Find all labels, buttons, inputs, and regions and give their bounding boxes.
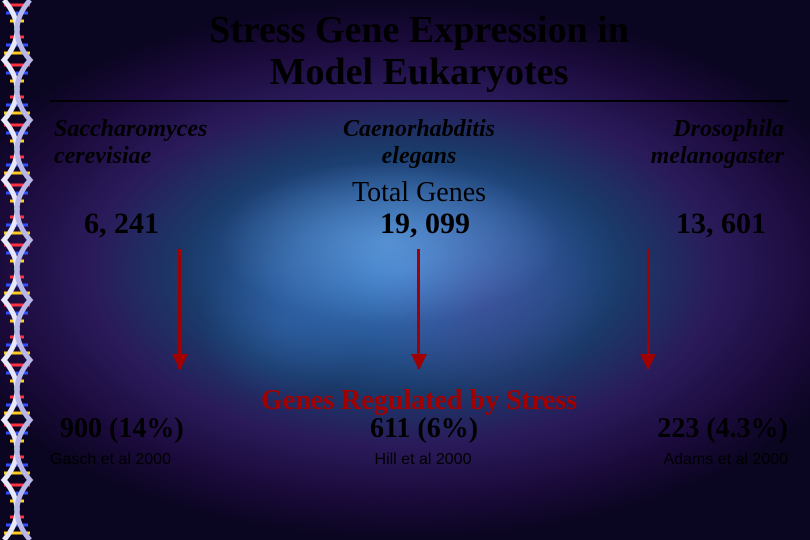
stress-sc: 900 (14%)	[50, 413, 303, 445]
arrow-sc	[178, 249, 181, 369]
species-ce-line2: elegans	[382, 143, 457, 169]
arrow-dm	[647, 249, 650, 369]
species-sc: Saccharomyces cerevisiae	[54, 116, 297, 171]
species-sc-line2: cerevisiae	[54, 143, 151, 169]
title-line2: Model Eukaryotes	[270, 51, 569, 93]
species-ce: Caenorhabditis elegans	[297, 116, 540, 171]
ref-sc: Gasch et al 2000	[50, 451, 293, 469]
arrows-row	[90, 249, 748, 369]
total-genes-block: Total Genes 6, 241 19, 099 13, 601	[50, 177, 788, 241]
ref-dm: Adams et al 2000	[545, 451, 788, 469]
title-line1: Stress Gene Expression in	[209, 9, 629, 51]
species-ce-line1: Caenorhabditis	[343, 116, 495, 142]
slide-content: Stress Gene Expression in Model Eukaryot…	[28, 0, 810, 540]
arrow-ce	[417, 249, 420, 369]
stress-dm: 223 (4.3%)	[545, 413, 788, 445]
genecount-ce: 19, 099	[311, 207, 538, 241]
total-genes-label: Total Genes	[50, 177, 788, 209]
species-sc-line1: Saccharomyces	[54, 116, 207, 142]
genecount-dm: 13, 601	[539, 207, 788, 241]
genecount-sc: 6, 241	[50, 207, 311, 241]
title-rule	[50, 100, 788, 102]
ref-ce: Hill et al 2000	[293, 451, 544, 469]
species-row: Saccharomyces cerevisiae Caenorhabditis …	[54, 116, 784, 171]
species-dm-line1: Drosophila	[673, 116, 784, 142]
species-dm-line2: melanogaster	[651, 143, 784, 169]
stress-ce: 611 (6%)	[303, 413, 546, 445]
slide-title: Stress Gene Expression in Model Eukaryot…	[50, 10, 788, 94]
species-dm: Drosophila melanogaster	[541, 116, 784, 171]
references-row: Gasch et al 2000 Hill et al 2000 Adams e…	[50, 451, 788, 469]
stress-counts-row: 900 (14%) 611 (6%) 223 (4.3%)	[50, 413, 788, 445]
